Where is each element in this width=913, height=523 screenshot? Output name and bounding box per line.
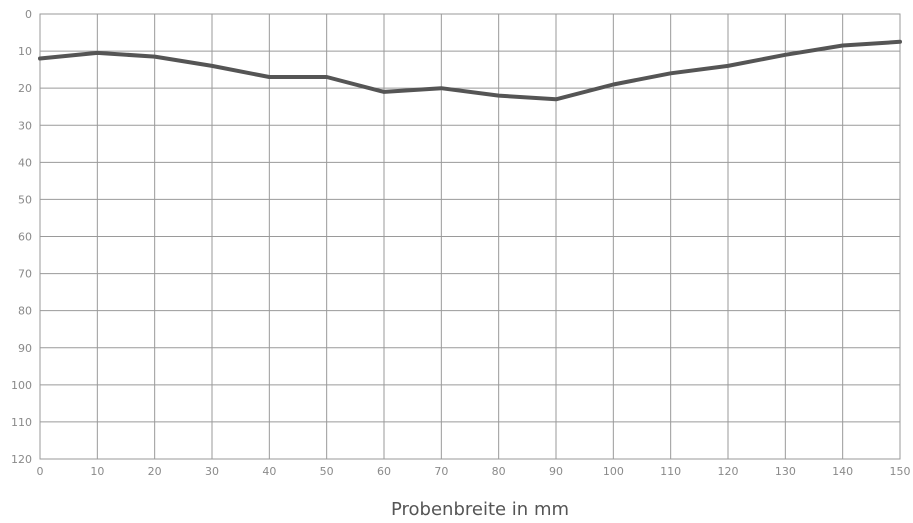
y-tick-label: 70 (18, 268, 32, 281)
x-tick-label: 10 (90, 465, 104, 478)
x-tick-label: 130 (775, 465, 796, 478)
y-tick-labels: 0 10 20 30 40 50 60 70 80 90 100 110 120 (11, 8, 32, 466)
y-tick-label: 30 (18, 119, 32, 132)
x-tick-label: 0 (37, 465, 44, 478)
x-axis-label: Probenbreite in mm (391, 499, 569, 520)
x-tick-label: 80 (492, 465, 506, 478)
x-tick-label: 150 (890, 465, 911, 478)
y-tick-label: 40 (18, 156, 32, 169)
y-tick-label: 0 (25, 8, 32, 21)
x-tick-label: 30 (205, 465, 219, 478)
series-line (38, 39, 902, 102)
x-tick-label: 20 (148, 465, 162, 478)
x-tick-label: 70 (434, 465, 448, 478)
x-tick-label: 100 (603, 465, 624, 478)
y-tick-label: 10 (18, 45, 32, 58)
x-tick-label: 140 (832, 465, 853, 478)
x-tick-label: 60 (377, 465, 391, 478)
y-tick-label: 120 (11, 453, 32, 466)
y-tick-label: 60 (18, 231, 32, 244)
grid (39, 13, 901, 460)
x-tick-label: 90 (549, 465, 563, 478)
x-tick-label: 40 (262, 465, 276, 478)
x-tick-labels: 0 10 20 30 40 50 60 70 80 90 100 110 120 130 140 150 (37, 465, 911, 478)
x-tick-label: 50 (320, 465, 334, 478)
y-tick-label: 20 (18, 82, 32, 95)
x-tick-label: 110 (660, 465, 681, 478)
y-tick-label: 100 (11, 379, 32, 392)
plot-frame (39, 13, 901, 460)
x-tick-label: 120 (718, 465, 739, 478)
series-group (38, 39, 902, 102)
y-tick-label: 50 (18, 193, 32, 206)
y-tick-label: 90 (18, 342, 32, 355)
y-tick-label: 80 (18, 305, 32, 318)
y-tick-label: 110 (11, 416, 32, 429)
